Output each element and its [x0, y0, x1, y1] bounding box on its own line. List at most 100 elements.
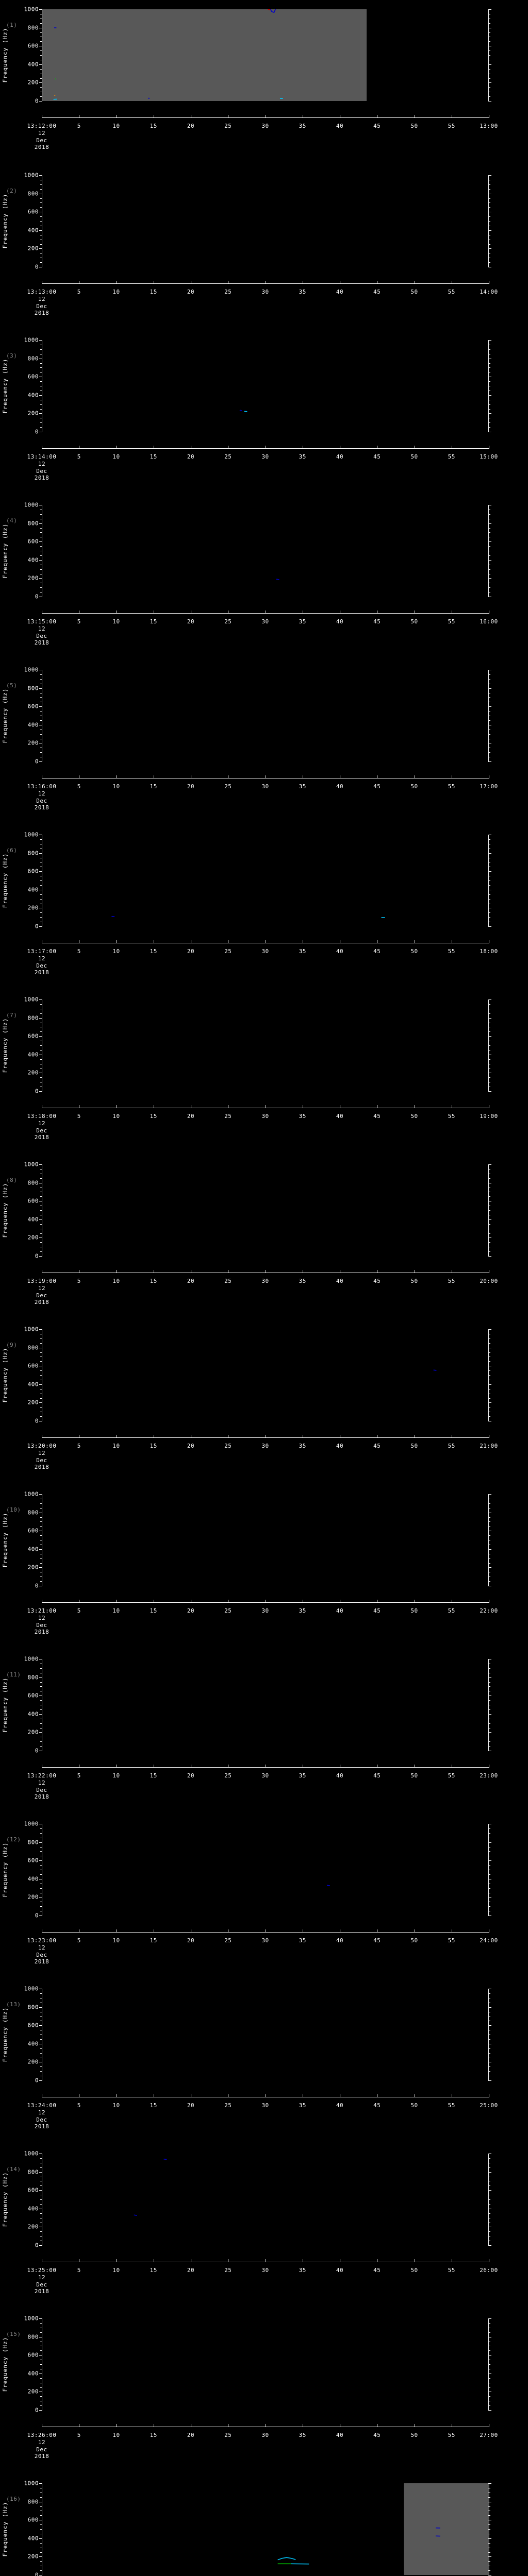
frequency-track: [326, 1885, 330, 1886]
x-axis-start-time: 13:24:00: [27, 2102, 57, 2109]
y-axis-tick-label: 1000: [24, 1655, 39, 1663]
x-axis-tick-label: 50: [410, 1772, 418, 1779]
x-axis-tick-label: 30: [261, 2432, 269, 2438]
frequency-track-overlay: [42, 1659, 489, 1751]
y-axis-title: Frequency (Hz): [2, 1347, 9, 1403]
y-axis-tick-label: 0: [35, 2406, 39, 2414]
x-axis-tick-label: 35: [299, 948, 306, 955]
y-axis-tick-label: 200: [27, 739, 39, 747]
frequency-track-overlay: [42, 175, 489, 267]
panel-index-label: (2): [6, 188, 18, 194]
y-axis-minor-tick-right: [488, 2570, 490, 2571]
y-axis-title: Frequency (Hz): [2, 523, 9, 579]
y-axis-minor-tick-right: [488, 2364, 490, 2365]
y-axis-tick: [39, 541, 42, 543]
x-axis-tick-label: 55: [448, 2267, 455, 2274]
y-axis-tick: [39, 1677, 42, 1678]
y-axis-tick: [39, 1714, 42, 1715]
y-axis-tick-label: 1000: [24, 1820, 39, 1827]
frequency-track-overlay: [42, 2318, 489, 2410]
data-coverage-region: [42, 9, 367, 101]
y-axis-tick-right: [488, 230, 491, 231]
plot-area: 0 200 400 600 800 1000: [24, 2316, 491, 2413]
y-axis-tick: [39, 1329, 42, 1330]
x-axis-tick-label: 20: [187, 783, 195, 790]
y-axis-tick-label: 600: [27, 208, 39, 215]
y-axis-title: Frequency (Hz): [2, 1512, 9, 1568]
x-axis-tick-label: 45: [373, 783, 381, 790]
y-axis-tick: [39, 248, 42, 249]
y-axis-minor-tick-right: [488, 1709, 490, 1710]
x-axis-tick-label: 24:00: [480, 1937, 498, 1944]
x-axis: 13:22:00 12 Dec 2018 5 10 15 20 25 30 35 40 45 50 55 23…: [27, 1765, 498, 1800]
y-axis-tick: [39, 926, 42, 927]
y-axis-minor-tick-right: [488, 221, 490, 222]
x-axis-tick-label: 25: [224, 289, 232, 295]
y-axis-minor-tick-right: [488, 381, 490, 382]
y-axis-minor-tick-right: [488, 2552, 490, 2553]
panel-index-label: (1): [6, 22, 18, 28]
y-axis-minor-tick: [40, 546, 42, 547]
x-axis-tick-label: 5: [77, 1607, 81, 1614]
x-axis-tick-label: 10: [112, 1278, 120, 1284]
x-axis-date-line: 2018: [34, 1464, 50, 1471]
y-axis-tick-label: 800: [27, 24, 39, 31]
x-axis-tick-label: 35: [299, 1278, 306, 1284]
y-axis-minor-tick-right: [488, 1031, 490, 1032]
y-axis-minor-tick-right: [488, 2323, 490, 2324]
y-axis-minor-tick-right: [488, 1233, 490, 1234]
y-axis-minor-tick: [40, 1178, 42, 1179]
y-axis-minor-tick-right: [488, 752, 490, 753]
y-axis-title: Frequency (Hz): [2, 358, 9, 414]
y-axis-tick-label: 400: [27, 392, 39, 399]
x-axis-tick-label: 40: [336, 1937, 344, 1944]
x-axis-tick-label: 13:23:00 12 Dec 2018: [27, 1937, 57, 1965]
y-axis-minor-tick: [40, 2048, 42, 2049]
y-axis-tick-right: [488, 2483, 491, 2484]
y-axis-minor-tick: [40, 2529, 42, 2530]
y-axis-tick: [39, 340, 42, 341]
y-axis-minor-tick: [40, 555, 42, 556]
x-axis-date-line: Dec: [36, 2446, 47, 2453]
x-axis-tick-label: 55: [448, 1113, 455, 1120]
spectral-panel: (4) Frequency (Hz) 0 200 400 600 800 1000 13:15:…: [0, 496, 528, 660]
x-axis-tick-label: 35: [299, 1113, 306, 1120]
y-axis-minor-tick: [40, 1746, 42, 1747]
y-axis-tick-label: 1000: [24, 6, 39, 13]
y-axis-title: Frequency (Hz): [2, 853, 9, 908]
y-axis-tick-right: [488, 175, 491, 176]
x-axis-tick-label: 30: [261, 1607, 269, 1614]
x-axis-tick-label: 25: [224, 2102, 232, 2109]
y-axis-title: Frequency (Hz): [2, 2172, 9, 2227]
y-axis-tick-label: 800: [27, 1179, 39, 1187]
frequency-track-overlay: [42, 1164, 489, 1256]
y-axis-minor-tick-right: [488, 1865, 490, 1866]
y-axis-tick: [39, 853, 42, 854]
y-axis-minor-tick: [40, 1507, 42, 1509]
y-axis-tick-label: 600: [27, 2022, 39, 2029]
y-axis-tick: [39, 578, 42, 579]
y-axis-minor-tick: [40, 1196, 42, 1197]
y-axis-minor-tick: [40, 2231, 42, 2232]
y-axis-tick-label: 400: [27, 556, 39, 564]
y-axis-tick-right: [488, 2410, 491, 2411]
y-axis-minor-tick: [40, 2387, 42, 2388]
y-axis-tick-right: [488, 1018, 491, 1019]
y-axis-minor-tick-right: [488, 69, 490, 70]
y-axis-minor-tick-right: [488, 87, 490, 88]
y-axis-tick-right: [488, 926, 491, 927]
x-axis-date-line: Dec: [36, 632, 47, 639]
x-axis-date-line: 2018: [34, 474, 50, 482]
x-axis-tick-label: 20: [187, 1113, 195, 1120]
y-axis-minor-tick-right: [488, 546, 490, 547]
y-axis-minor-tick-right: [488, 1888, 490, 1889]
panel-index-label: (12): [6, 1836, 21, 1843]
x-axis-tick-label: 25: [224, 2267, 232, 2274]
y-axis-minor-tick-right: [488, 2387, 490, 2388]
x-axis-tick-label: 13:17:00 12 Dec 2018: [27, 948, 57, 976]
x-axis-tick-label: 5: [77, 2432, 81, 2438]
y-axis-minor-tick: [40, 587, 42, 588]
y-axis-tick-right: [488, 853, 491, 854]
y-axis-minor-tick: [40, 2396, 42, 2397]
